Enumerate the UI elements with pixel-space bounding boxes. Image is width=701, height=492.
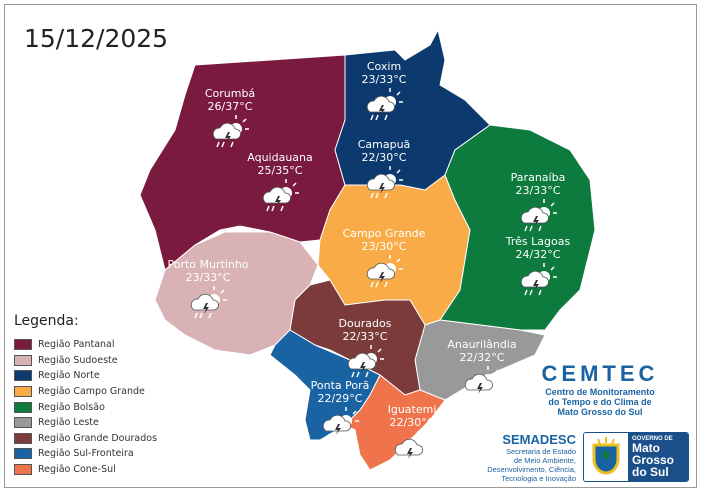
- city-name: Dourados: [339, 317, 392, 330]
- city-temperature: 23/30°C: [362, 240, 407, 253]
- legend-label: Região Campo Grande: [38, 386, 145, 398]
- legend-item: Região Grande Dourados: [14, 431, 157, 447]
- legend-swatch: [14, 464, 32, 476]
- city-temperature: 22/29°C: [318, 392, 363, 405]
- legend-label: Região Sul-Fronteira: [38, 448, 134, 460]
- legend-label: Região Cone-Sul: [38, 464, 116, 476]
- semadesc-line: de Meio Ambiente,: [513, 456, 576, 465]
- legend-label: Região Leste: [38, 417, 99, 429]
- legend-item: Região Bolsão: [14, 399, 157, 415]
- legend: Legenda: Região Pantanal Região Sudoeste R…: [14, 313, 157, 477]
- semadesc-logo: SEMADESC Secretaria de Estado de Meio Am…: [486, 432, 576, 483]
- forecast-date: 15/12/2025: [24, 24, 169, 53]
- semadesc-line: Tecnologia e Inovação: [501, 474, 576, 483]
- frame: [4, 4, 697, 488]
- legend-swatch: [14, 354, 32, 366]
- city-temperature: 22/30°C: [362, 151, 407, 164]
- city-name: Coxim: [367, 60, 401, 73]
- city-temperature: 22/33°C: [343, 330, 388, 343]
- city-temperature: 26/37°C: [208, 100, 253, 113]
- semadesc-title: SEMADESC: [502, 432, 576, 447]
- legend-swatch: [14, 339, 32, 351]
- government-logo: GOVERNO DE Mato Grosso do Sul: [583, 432, 689, 482]
- legend-item: Região Norte: [14, 368, 157, 384]
- legend-item: Região Cone-Sul: [14, 462, 157, 478]
- city-name: Campo Grande: [343, 227, 426, 240]
- gov-line2: Mato: [632, 441, 660, 455]
- legend-swatch: [14, 370, 32, 382]
- legend-swatch: [14, 401, 32, 413]
- city-name: Porto Murtinho: [167, 258, 248, 271]
- cemtec-subtitle-2: do Tempo e do Clima de: [548, 397, 652, 407]
- city-name: Três Lagoas: [505, 235, 571, 248]
- legend-swatch: [14, 417, 32, 429]
- semadesc-line: Desenvolvimento, Ciência,: [487, 465, 576, 474]
- cemtec-subtitle-3: Mato Grosso do Sul: [557, 407, 643, 417]
- city-temperature: 24/32°C: [516, 248, 561, 261]
- legend-item: Região Leste: [14, 415, 157, 431]
- region-bolsão: [439, 124, 596, 331]
- city-name: Camapuã: [358, 138, 411, 151]
- gov-line3: Grosso: [632, 453, 675, 467]
- legend-label: Região Grande Dourados: [38, 432, 158, 444]
- legend-swatch: [14, 386, 32, 398]
- legend-item: Região Campo Grande: [14, 384, 157, 400]
- city-temperature: 23/33°C: [362, 73, 407, 86]
- cemtec-subtitle-1: Centro de Monitoramento: [545, 387, 655, 397]
- city-temperature: 23/33°C: [516, 184, 561, 197]
- gov-line4: do Sul: [632, 465, 669, 479]
- city-temperature: 22/30°C: [390, 416, 435, 429]
- city-name: Iguatemi: [388, 403, 437, 416]
- legend-label: Região Bolsão: [38, 401, 105, 413]
- legend-title: Legenda:: [14, 313, 79, 329]
- legend-label: Região Pantanal: [38, 339, 115, 351]
- legend-label: Região Sudoeste: [38, 354, 118, 366]
- city-name: Ponta Porã: [311, 379, 370, 392]
- legend-item: Região Sudoeste: [14, 353, 157, 369]
- legend-item: Região Sul-Fronteira: [14, 446, 157, 462]
- semadesc-line: Secretaria de Estado: [505, 447, 576, 456]
- city-name: Anaurilândia: [447, 338, 516, 351]
- coat-of-arms-icon: [584, 433, 628, 481]
- city-temperature: 23/33°C: [186, 271, 231, 284]
- region-cone-sul: [344, 374, 446, 471]
- cemtec-logo: CEMTEC Centro de Monitoramento do Tempo …: [530, 361, 670, 417]
- city-name: Corumbá: [205, 87, 255, 100]
- city-temperature: 25/35°C: [258, 164, 303, 177]
- gov-line1: GOVERNO DE: [632, 436, 673, 442]
- legend-swatch: [14, 432, 32, 444]
- cemtec-title: CEMTEC: [541, 361, 659, 386]
- city-name: Aquidauana: [247, 151, 313, 164]
- legend-swatch: [14, 448, 32, 460]
- city-temperature: 22/32°C: [460, 351, 505, 364]
- legend-label: Região Norte: [38, 370, 100, 382]
- city-name: Paranaíba: [511, 171, 566, 184]
- legend-item: Região Pantanal: [14, 337, 157, 353]
